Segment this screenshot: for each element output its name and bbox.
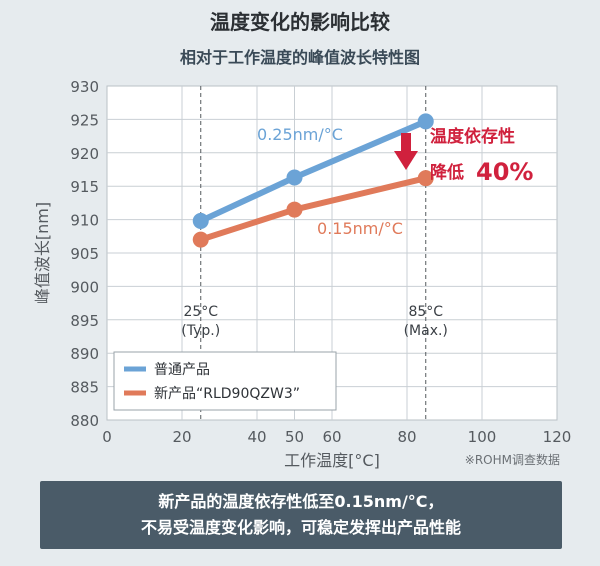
data-point	[417, 113, 434, 130]
x-tick-label: 100	[468, 428, 497, 446]
x-tick-label: 80	[397, 428, 416, 446]
chart-title: 相对于工作温度的峰值波长特性图	[179, 48, 420, 67]
callout-arrow-shaft	[401, 133, 411, 153]
y-axis-title: 峰值波长[nm]	[33, 202, 52, 304]
summary-line-1: 新产品的温度依存性低至0.15nm/°C，	[158, 492, 444, 511]
data-point	[417, 170, 434, 187]
summary-banner: 新产品的温度依存性低至0.15nm/°C， 不易受温度变化影响，可稳定发挥出产品…	[40, 481, 562, 549]
callout-line-1: 温度依存性	[430, 126, 515, 147]
ref-temp-label-low: 25°C	[183, 304, 218, 320]
y-tick-label: 910	[70, 212, 99, 230]
summary-line-2: 不易受温度变化影响，可稳定发挥出产品性能	[140, 518, 461, 537]
ref-condition-label-low: (Typ.)	[181, 323, 220, 339]
y-tick-label: 905	[70, 245, 99, 263]
data-point	[192, 212, 209, 229]
x-tick-label: 60	[322, 428, 341, 446]
y-tick-label: 880	[70, 412, 99, 430]
x-tick-label: 0	[102, 428, 112, 446]
x-tick-label: 40	[247, 428, 266, 446]
legend-label: 新产品“RLD90QZW3”	[154, 386, 300, 402]
y-tick-label: 900	[70, 278, 99, 296]
data-point	[286, 169, 303, 186]
slope-label-normal: 0.25nm/°C	[257, 125, 343, 144]
y-tick-label: 895	[70, 312, 99, 330]
page-title: 温度变化的影响比较	[210, 10, 390, 34]
wavelength-chart: 880 885 890 895 900 905 910 915 920 925 930 0 20 40 50…	[33, 78, 572, 470]
x-tick-label: 20	[172, 428, 191, 446]
y-tick-label: 920	[70, 145, 99, 163]
x-axis-title: 工作温度[°C]	[284, 451, 380, 470]
x-tick-label: 120	[543, 428, 572, 446]
callout-arrow-head	[394, 151, 418, 170]
ref-temp-label-high: 85°C	[408, 304, 443, 320]
source-note: ※ROHM调查数据	[465, 452, 560, 467]
callout-line-2-prefix: 降低	[430, 162, 464, 183]
y-tick-label: 925	[70, 111, 99, 129]
y-tick-label: 885	[70, 379, 99, 397]
ref-condition-label-high: (Max.)	[404, 323, 448, 339]
legend-label: 普通产品	[154, 362, 210, 378]
y-tick-label: 930	[70, 78, 99, 96]
legend-box	[113, 351, 337, 411]
x-tick-label: 50	[285, 428, 304, 446]
slope-label-new: 0.15nm/°C	[317, 219, 403, 238]
y-tick-label: 890	[70, 345, 99, 363]
data-point	[286, 201, 303, 218]
data-point	[192, 231, 209, 248]
y-tick-label: 915	[70, 178, 99, 196]
callout-percent: 40%	[476, 158, 533, 186]
